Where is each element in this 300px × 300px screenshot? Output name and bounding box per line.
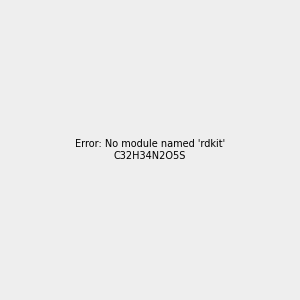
Text: Error: No module named 'rdkit'
C32H34N2O5S: Error: No module named 'rdkit' C32H34N2O… bbox=[75, 139, 225, 161]
